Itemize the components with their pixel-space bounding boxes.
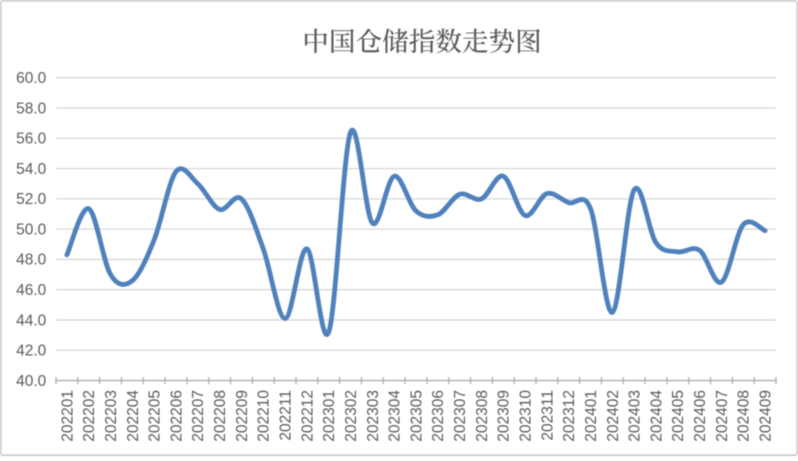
svg-text:202408: 202408 bbox=[736, 390, 753, 442]
svg-text:202307: 202307 bbox=[452, 390, 469, 442]
svg-text:202403: 202403 bbox=[627, 390, 644, 442]
svg-text:202203: 202203 bbox=[103, 390, 120, 442]
svg-text:202407: 202407 bbox=[714, 390, 731, 442]
svg-text:42.0: 42.0 bbox=[16, 343, 47, 360]
svg-text:202301: 202301 bbox=[321, 390, 338, 442]
svg-text:202209: 202209 bbox=[234, 390, 251, 442]
svg-text:58.0: 58.0 bbox=[16, 100, 47, 117]
svg-text:202402: 202402 bbox=[605, 390, 622, 442]
svg-text:202409: 202409 bbox=[757, 390, 774, 442]
svg-text:60.0: 60.0 bbox=[16, 70, 47, 87]
svg-text:52.0: 52.0 bbox=[16, 191, 47, 208]
svg-text:202302: 202302 bbox=[343, 390, 360, 442]
svg-text:202207: 202207 bbox=[190, 390, 207, 442]
svg-text:202312: 202312 bbox=[561, 390, 578, 442]
svg-text:202305: 202305 bbox=[408, 390, 425, 442]
svg-text:202204: 202204 bbox=[125, 390, 142, 442]
svg-text:202308: 202308 bbox=[474, 390, 491, 442]
svg-text:44.0: 44.0 bbox=[16, 312, 47, 329]
svg-text:202401: 202401 bbox=[583, 390, 600, 442]
svg-text:202211: 202211 bbox=[277, 390, 294, 441]
svg-text:202206: 202206 bbox=[168, 390, 185, 442]
svg-text:202310: 202310 bbox=[517, 390, 534, 442]
svg-text:202208: 202208 bbox=[212, 390, 229, 442]
svg-text:54.0: 54.0 bbox=[16, 161, 47, 178]
svg-text:56.0: 56.0 bbox=[16, 131, 47, 148]
svg-text:48.0: 48.0 bbox=[16, 252, 47, 269]
svg-text:202303: 202303 bbox=[365, 390, 382, 442]
svg-text:202210: 202210 bbox=[256, 390, 273, 442]
svg-text:202405: 202405 bbox=[670, 390, 687, 442]
svg-text:202309: 202309 bbox=[496, 390, 513, 442]
svg-text:202311: 202311 bbox=[539, 390, 556, 441]
svg-text:50.0: 50.0 bbox=[16, 221, 47, 238]
svg-text:202404: 202404 bbox=[648, 390, 665, 442]
svg-text:202212: 202212 bbox=[299, 390, 316, 442]
svg-text:202306: 202306 bbox=[430, 390, 447, 442]
svg-text:202406: 202406 bbox=[692, 390, 709, 442]
svg-text:202202: 202202 bbox=[81, 390, 98, 442]
svg-text:202304: 202304 bbox=[387, 390, 404, 442]
svg-text:40.0: 40.0 bbox=[16, 373, 47, 390]
svg-text:46.0: 46.0 bbox=[16, 282, 47, 299]
svg-text:202205: 202205 bbox=[147, 390, 164, 442]
svg-text:202201: 202201 bbox=[59, 390, 76, 442]
